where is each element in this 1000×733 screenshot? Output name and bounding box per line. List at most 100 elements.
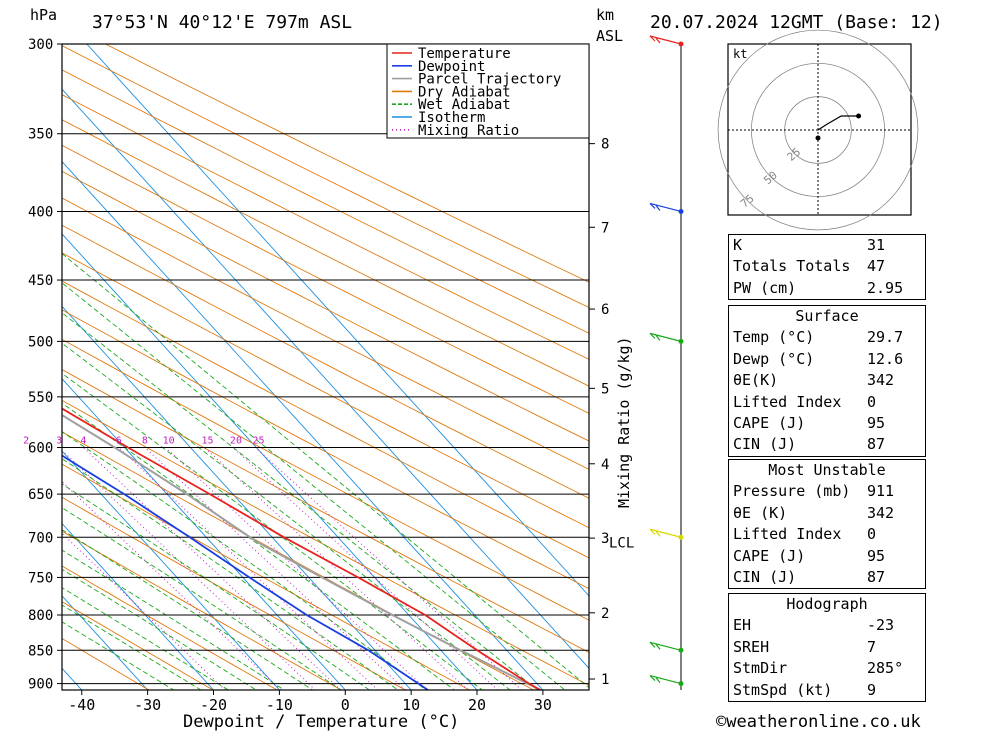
- pressure-tick-label: 700: [28, 530, 53, 546]
- temp-tick-label: -40: [68, 696, 95, 714]
- isotherm-line: [62, 305, 412, 690]
- wind-barb: [649, 674, 682, 685]
- dry-adiabat-line: [62, 170, 589, 442]
- dry-adiabat-line: [62, 601, 214, 690]
- dry-adiabat-line: [62, 69, 589, 334]
- surface-row: CAPE (J) 95: [733, 413, 886, 432]
- hodo-row: EH -23: [733, 616, 895, 635]
- pressure-tick-label: 350: [28, 127, 53, 143]
- temp-tick-label: -10: [266, 696, 293, 714]
- surface-row: Dewp (°C) 12.6: [733, 349, 904, 368]
- legend-box: [386, 43, 590, 139]
- dry-adiabat-line: [62, 45, 589, 309]
- index-row-k: K 31: [733, 236, 886, 254]
- dry-adiabat-line: [62, 224, 589, 499]
- isotherm-line: [62, 378, 346, 690]
- mixing-ratio-label: 8: [142, 436, 148, 447]
- dry-adiabat-line: [62, 463, 470, 690]
- mu-row: CAPE (J) 95: [733, 546, 886, 565]
- dry-adiabat-line: [62, 496, 406, 690]
- dry-adiabat-line: [62, 252, 589, 529]
- legend-label: Dry Adiabat: [418, 84, 511, 100]
- wet-adiabat-line: [62, 458, 399, 690]
- hodograph-ring: [717, 29, 919, 231]
- temperature-line: [62, 407, 542, 690]
- isotherm-line: [0, 44, 16, 690]
- wet-adiabat-line: [62, 529, 314, 690]
- dewpoint-line: [62, 454, 430, 690]
- mixing-ratio-label: 3: [56, 436, 62, 447]
- dry-adiabat-line: [62, 280, 589, 559]
- dry-adiabat-line: [62, 309, 589, 590]
- mu-row: CIN (J) 87: [733, 567, 886, 586]
- copyright[interactable]: ©weatheronline.co.uk: [716, 712, 921, 732]
- wet-adiabat-line: [62, 621, 175, 690]
- dry-adiabat-line: [62, 530, 342, 690]
- dry-adiabat-line: [62, 368, 589, 653]
- index-row-totals: Totals Totals 47: [733, 257, 886, 276]
- km-tick-label: 3: [601, 531, 609, 547]
- most-unstable-table: Most Unstable Pressure (mb) 911 θE (K) 342…: [728, 459, 926, 590]
- profile-lines: [62, 407, 542, 690]
- km-tick-label: 5: [601, 381, 609, 397]
- km-tick-label: 8: [601, 137, 609, 153]
- x-axis-label: Dewpoint / Temperature (°C): [183, 712, 459, 732]
- km-label: km: [596, 6, 614, 24]
- pressure-tick-label: 300: [28, 37, 53, 53]
- hodograph-table-title: Hodograph: [786, 595, 868, 613]
- wet-adiabat-line: [62, 507, 342, 690]
- temp-tick-label: 10: [402, 696, 420, 714]
- legend-label: Mixing Ratio: [418, 123, 519, 139]
- surface-row: Lifted Index 0: [733, 392, 877, 411]
- legend-label: Dewpoint: [418, 59, 485, 75]
- hodograph-table: Hodograph EH -23 SREH 7 StmDir 285° StmSpd …: [728, 593, 926, 702]
- hodograph-storm-point: [815, 135, 821, 141]
- surface-row: θE(K) 342: [733, 371, 895, 390]
- dry-adiabat-line: [62, 399, 589, 686]
- wind-barb: [649, 202, 682, 213]
- legend-label: Temperature: [418, 46, 511, 62]
- temp-tick-label: 0: [341, 696, 350, 714]
- wet-adiabat-line: [62, 587, 230, 690]
- temp-tick-label: 20: [468, 696, 486, 714]
- isotherm-line: [62, 88, 589, 669]
- pressure-tick-label: 850: [28, 643, 53, 659]
- km-tick-label: 7: [601, 220, 609, 236]
- grid-lines: [0, 44, 589, 690]
- dry-adiabat-line: [62, 197, 589, 470]
- hpa-label: hPa: [30, 6, 57, 24]
- mixing-ratio-label: 4: [80, 436, 86, 447]
- hodograph-trace: [817, 115, 859, 131]
- lcl-label: LCL: [609, 535, 634, 551]
- km-tick-label: 1: [601, 672, 609, 688]
- mixing-ratio-label: 2: [23, 436, 29, 447]
- dry-adiabat-line: [62, 119, 589, 387]
- wind-barb: [649, 332, 682, 342]
- wind-barb: [649, 641, 682, 651]
- pressure-tick-label: 550: [28, 390, 53, 406]
- temp-tick-label: -20: [200, 696, 227, 714]
- hodo-row: StmDir 285°: [733, 659, 904, 678]
- surface-row: CIN (J) 87: [733, 435, 886, 454]
- dry-adiabat-line: [62, 431, 534, 690]
- km-tick-label: 4: [601, 457, 609, 473]
- mixing-ratio-line: [62, 481, 282, 690]
- isotherm-line: [86, 44, 589, 597]
- isotherm-line: [62, 450, 280, 690]
- hodo-row: SREH 7: [733, 637, 877, 656]
- pressure-tick-label: 650: [28, 487, 53, 503]
- most-unstable-title: Most Unstable: [768, 461, 886, 479]
- wet-adiabat-line: [62, 282, 566, 690]
- isotherm-line: [62, 522, 214, 690]
- wet-adiabat-line: [62, 253, 589, 689]
- surface-table: Surface Temp (°C) 29.7 Dewp (°C) 12.6 θE(K…: [728, 305, 926, 457]
- mixing-ratio-line: [144, 447, 406, 690]
- wind-barb-column: [649, 35, 684, 690]
- surface-title: Surface: [795, 307, 859, 325]
- pressure-tick-label: 500: [28, 334, 53, 350]
- legend-label: Isotherm: [418, 110, 485, 126]
- indices-table: K 31 Totals Totals 47 PW (cm) 2.95: [728, 234, 926, 301]
- mu-row: Lifted Index 0: [733, 525, 877, 544]
- pressure-tick-label: 900: [28, 677, 53, 693]
